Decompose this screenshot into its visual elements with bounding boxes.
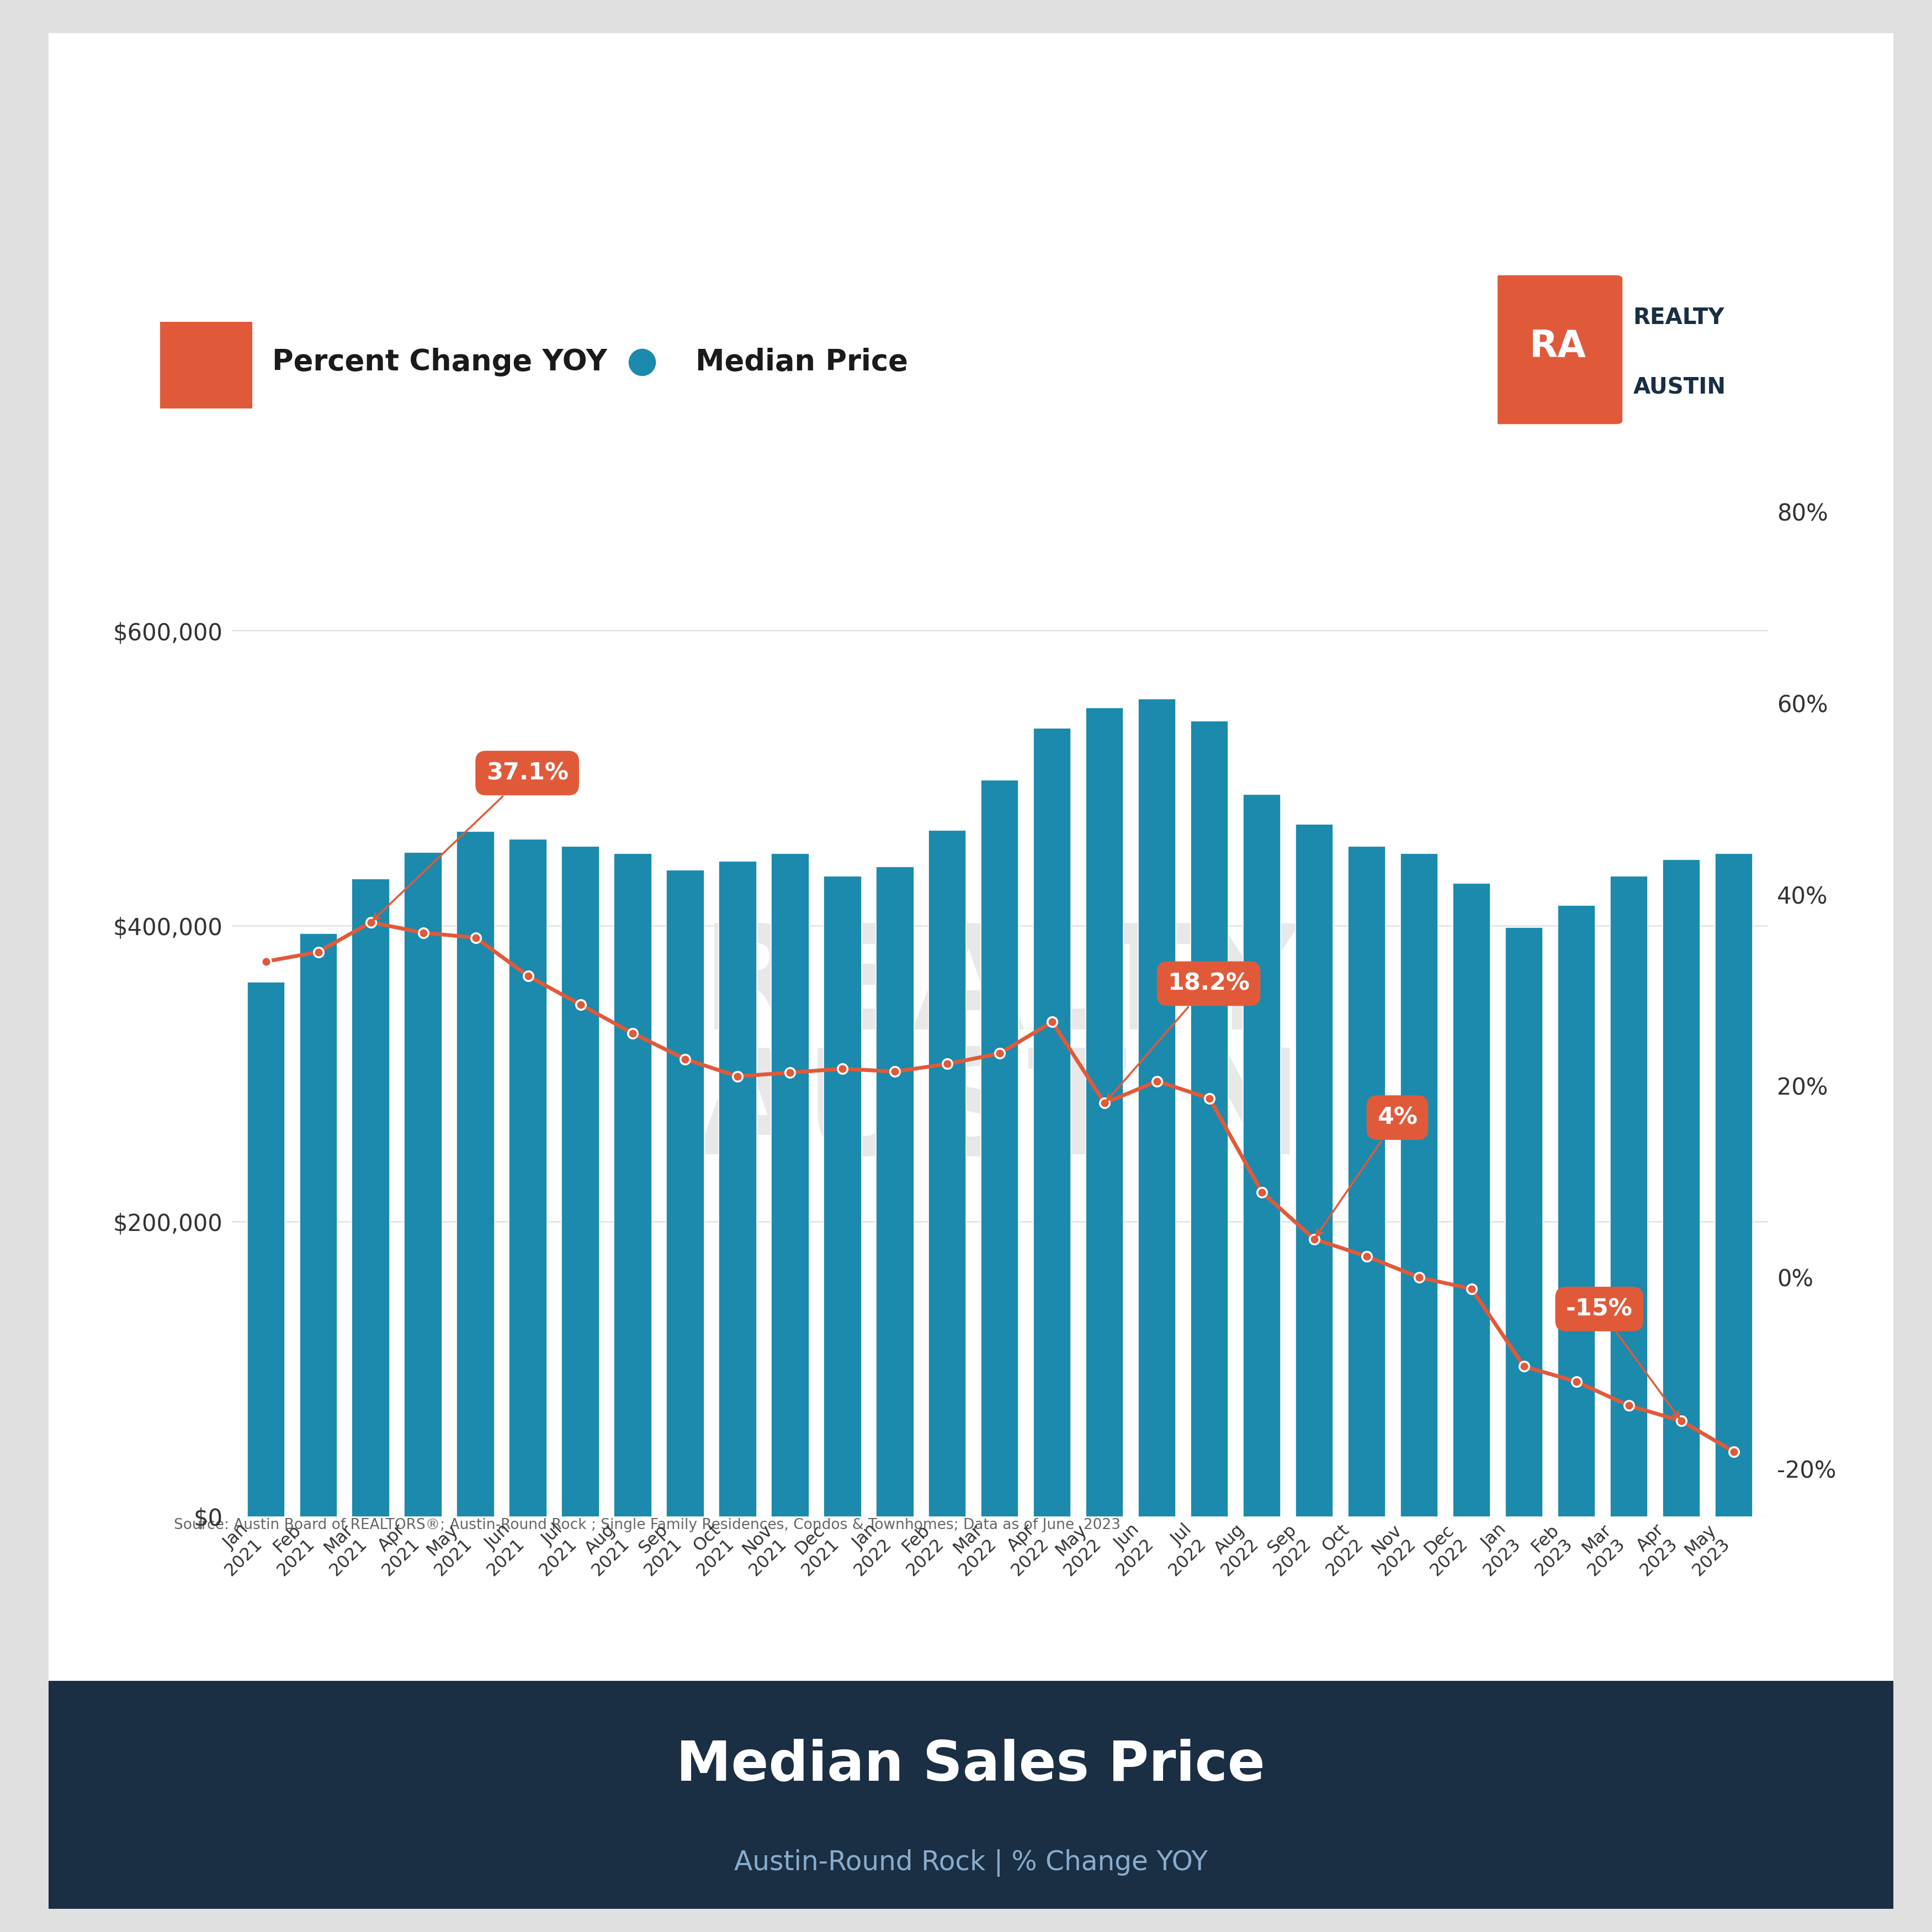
FancyBboxPatch shape bbox=[160, 321, 251, 408]
Bar bbox=[1034, 728, 1070, 1517]
Point bbox=[1350, 1240, 1381, 1271]
Bar bbox=[823, 875, 862, 1517]
Text: Median Price: Median Price bbox=[696, 348, 908, 377]
FancyBboxPatch shape bbox=[33, 19, 1909, 1723]
Bar bbox=[1296, 825, 1333, 1517]
Bar bbox=[1190, 721, 1229, 1517]
Text: Austin-Round Rock | % Change YOY: Austin-Round Rock | % Change YOY bbox=[734, 1849, 1208, 1878]
Bar bbox=[1453, 883, 1490, 1517]
Point bbox=[1090, 1088, 1121, 1119]
Point bbox=[1194, 1084, 1225, 1115]
Bar bbox=[1242, 794, 1281, 1517]
Point bbox=[670, 1043, 701, 1074]
Point bbox=[408, 918, 439, 949]
Bar bbox=[299, 933, 338, 1517]
Bar bbox=[667, 869, 703, 1517]
Point bbox=[303, 937, 334, 968]
FancyBboxPatch shape bbox=[1493, 274, 1623, 425]
Text: 37.1%: 37.1% bbox=[373, 761, 568, 920]
Bar bbox=[1505, 927, 1544, 1517]
Bar bbox=[614, 854, 651, 1517]
Bar bbox=[1716, 854, 1752, 1517]
Point bbox=[827, 1053, 858, 1084]
Bar bbox=[1138, 699, 1177, 1517]
Bar bbox=[510, 838, 547, 1517]
Point bbox=[985, 1037, 1016, 1068]
Point bbox=[1665, 1405, 1696, 1435]
Bar bbox=[1349, 846, 1385, 1517]
Bar bbox=[404, 852, 442, 1517]
Text: REALTY: REALTY bbox=[1633, 307, 1725, 328]
FancyBboxPatch shape bbox=[29, 1679, 1913, 1911]
Point bbox=[251, 947, 282, 978]
Point bbox=[1718, 1435, 1748, 1466]
Bar bbox=[1086, 707, 1124, 1517]
Bar bbox=[1609, 875, 1648, 1517]
Text: REALTY
AUSTIN: REALTY AUSTIN bbox=[696, 918, 1304, 1184]
Bar bbox=[352, 879, 390, 1517]
Bar bbox=[1401, 854, 1437, 1517]
Text: AUSTIN: AUSTIN bbox=[1633, 377, 1725, 398]
Text: -15%: -15% bbox=[1567, 1298, 1679, 1418]
Text: Median Sales Price: Median Sales Price bbox=[676, 1739, 1265, 1793]
Bar bbox=[562, 846, 599, 1517]
Point bbox=[1457, 1273, 1488, 1304]
Bar bbox=[456, 831, 495, 1517]
Bar bbox=[771, 854, 810, 1517]
Point bbox=[1613, 1391, 1644, 1422]
Point bbox=[1405, 1262, 1435, 1293]
Text: 18.2%: 18.2% bbox=[1107, 972, 1250, 1101]
Point bbox=[512, 960, 543, 991]
Bar bbox=[929, 831, 966, 1517]
Point bbox=[1298, 1223, 1329, 1254]
Bar bbox=[1662, 860, 1700, 1517]
Point bbox=[1037, 1007, 1068, 1037]
Point bbox=[931, 1049, 962, 1080]
Text: Percent Change YOY: Percent Change YOY bbox=[272, 348, 607, 377]
Point bbox=[564, 989, 595, 1020]
Point bbox=[1509, 1350, 1540, 1381]
Point bbox=[460, 922, 491, 952]
Point bbox=[1142, 1066, 1173, 1097]
Text: 4%: 4% bbox=[1316, 1105, 1418, 1236]
Text: Source: Austin Board of REALTORS®; Austin-Round Rock ; Single Family Residences,: Source: Austin Board of REALTORS®; Austi… bbox=[174, 1519, 1121, 1532]
Bar bbox=[875, 867, 914, 1517]
Bar bbox=[1557, 906, 1596, 1517]
Point bbox=[775, 1057, 806, 1088]
Point bbox=[1246, 1177, 1277, 1208]
Bar bbox=[719, 862, 757, 1517]
Point bbox=[1561, 1366, 1592, 1397]
Point bbox=[355, 906, 386, 937]
Text: RA: RA bbox=[1530, 328, 1586, 365]
Point bbox=[879, 1057, 910, 1088]
Bar bbox=[247, 981, 284, 1517]
Bar bbox=[981, 781, 1018, 1517]
Point bbox=[723, 1061, 753, 1092]
Point bbox=[618, 1018, 649, 1049]
